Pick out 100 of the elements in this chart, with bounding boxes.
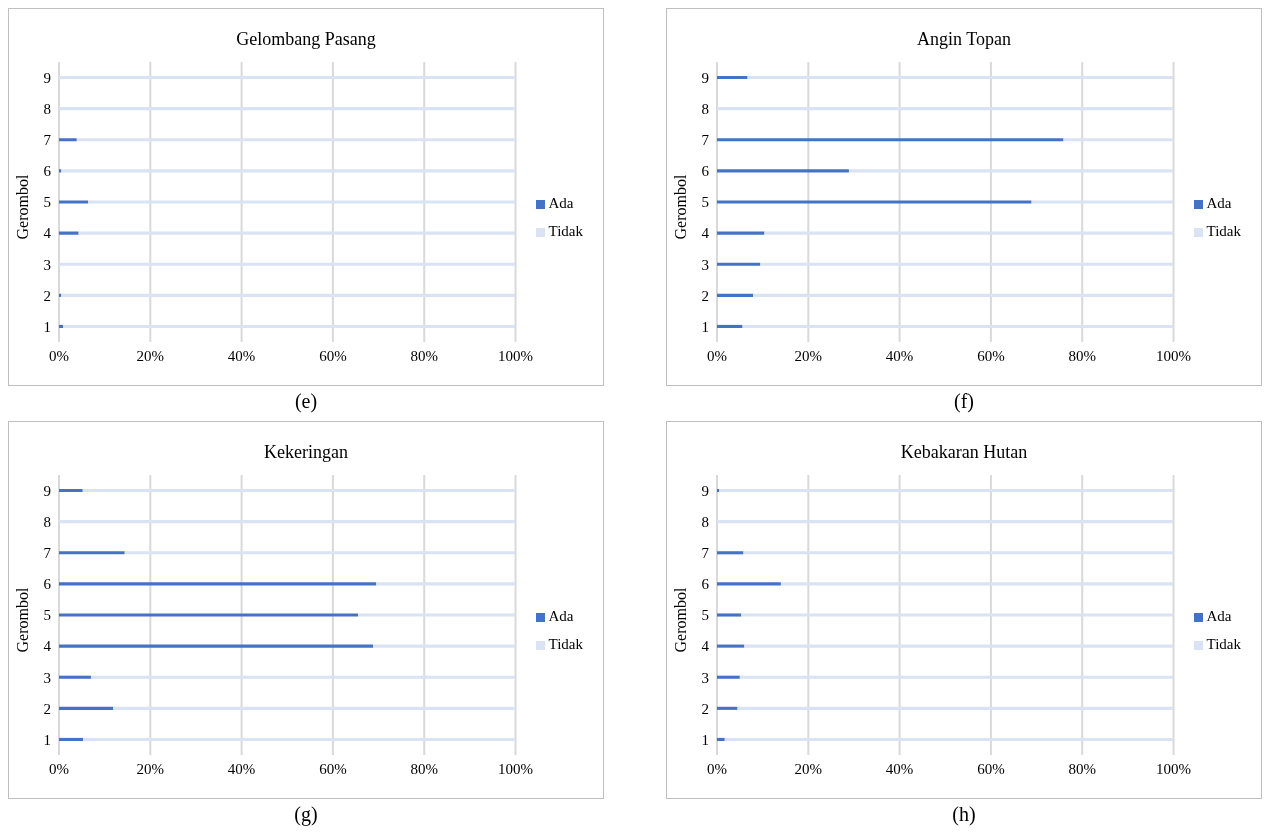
text: (f) (953, 390, 975, 413)
bar (717, 169, 849, 173)
bar (741, 613, 1174, 617)
y-tick-label: 3 (701, 256, 709, 273)
bar (742, 324, 1174, 328)
y-tick-label: 1 (43, 318, 51, 335)
y-axis-title: Gerombol (14, 587, 32, 653)
y-tick-label: 8 (701, 100, 709, 117)
bar (747, 76, 1174, 80)
y-tick-label: 4 (43, 638, 52, 655)
bar (739, 675, 1174, 679)
y-tick-label: 8 (43, 513, 51, 530)
bar (59, 200, 89, 204)
y-tick-label: 3 (43, 669, 51, 686)
y-tick-label: 8 (701, 513, 709, 530)
y-tick-label: 2 (701, 287, 709, 304)
bar (744, 644, 1174, 648)
y-axis-title: Gerombol (672, 587, 690, 653)
bar (59, 489, 83, 493)
y-tick-label: 7 (701, 545, 710, 562)
legend-label: Ada (1206, 195, 1232, 211)
bar (717, 582, 781, 586)
legend-label: Tidak (1206, 223, 1241, 239)
bar (59, 551, 125, 555)
bar (717, 520, 1174, 524)
bar (753, 293, 1174, 297)
y-tick-label: 4 (701, 225, 710, 242)
bar (59, 324, 64, 328)
x-tick-label: 100% (498, 760, 534, 777)
y-tick-label: 6 (701, 163, 710, 180)
legend-label: Tidak (1206, 636, 1241, 652)
bar (82, 489, 516, 493)
legend-label: Tidak (548, 636, 583, 652)
y-tick-label: 5 (701, 194, 709, 211)
x-tick-label: 60% (977, 760, 1005, 777)
bar (717, 737, 725, 741)
bar (88, 200, 516, 204)
bar (717, 262, 761, 266)
bar (373, 644, 516, 648)
text: (h) (951, 803, 977, 826)
x-tick-label: 20% (136, 347, 165, 364)
y-tick-label: 7 (43, 545, 52, 562)
bar (59, 107, 516, 111)
bar (63, 324, 516, 328)
bar (59, 613, 359, 617)
x-tick-label: 80% (1068, 347, 1096, 364)
bar (717, 644, 745, 648)
x-tick-label: 80% (1068, 760, 1096, 777)
bar (848, 169, 1174, 173)
y-tick-label: 5 (43, 607, 51, 624)
bar (113, 706, 516, 710)
bar (717, 107, 1174, 111)
bar (59, 675, 91, 679)
bar (59, 644, 374, 648)
bar (780, 582, 1174, 586)
bar (376, 582, 516, 586)
y-axis-title: Gerombol (672, 174, 690, 240)
x-tick-label: 40% (227, 347, 256, 364)
y-tick-label: 7 (43, 132, 52, 149)
y-tick-label: 1 (43, 731, 51, 748)
y-tick-label: 9 (701, 482, 709, 499)
y-tick-label: 4 (701, 638, 710, 655)
bar (719, 489, 1174, 493)
y-tick-label: 5 (701, 607, 709, 624)
y-tick-label: 5 (43, 194, 51, 211)
bar (1063, 138, 1174, 142)
bar (717, 613, 742, 617)
chart-title: Kekeringan (263, 441, 349, 464)
bar (59, 138, 77, 142)
bar (76, 138, 516, 142)
bar (124, 551, 516, 555)
bar (717, 551, 744, 555)
bar (78, 231, 516, 235)
y-tick-label: 2 (701, 700, 709, 717)
x-tick-label: 0% (49, 760, 69, 777)
chart-title: Gelombang Pasang (235, 28, 377, 51)
bar (90, 675, 516, 679)
y-tick-label: 6 (43, 163, 52, 180)
legend-label: Ada (548, 195, 574, 211)
y-tick-label: 6 (43, 576, 52, 593)
y-tick-label: 4 (43, 225, 52, 242)
y-tick-label: 3 (701, 669, 709, 686)
bar (717, 675, 740, 679)
x-tick-label: 40% (227, 760, 256, 777)
bar (717, 231, 765, 235)
x-tick-label: 60% (977, 347, 1005, 364)
chart-title: Kebakaran Hutan (899, 441, 1029, 464)
x-tick-label: 80% (410, 760, 438, 777)
y-tick-label: 9 (43, 482, 51, 499)
bar (59, 737, 84, 741)
bar (717, 76, 748, 80)
x-tick-label: 80% (410, 347, 438, 364)
x-tick-label: 40% (885, 760, 914, 777)
y-tick-label: 2 (43, 700, 51, 717)
x-tick-label: 20% (794, 760, 823, 777)
y-tick-label: 1 (701, 731, 709, 748)
y-tick-label: 8 (43, 100, 51, 117)
bar (1031, 200, 1174, 204)
bar (717, 324, 743, 328)
x-tick-label: 0% (707, 760, 727, 777)
